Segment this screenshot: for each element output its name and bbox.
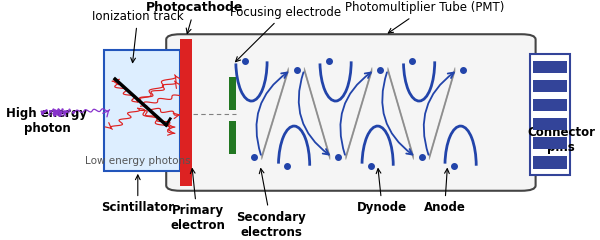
Text: Primary
electron: Primary electron (170, 169, 225, 232)
Bar (180, 39, 193, 186)
Bar (533, 80, 567, 92)
Text: Low energy photons: Low energy photons (85, 156, 191, 166)
Bar (104, 50, 181, 171)
Bar (533, 156, 567, 168)
Text: Anode: Anode (424, 169, 466, 214)
Text: Secondary
electrons: Secondary electrons (236, 169, 306, 239)
Text: Photomultiplier Tube (PMT): Photomultiplier Tube (PMT) (345, 1, 505, 33)
Bar (530, 54, 569, 175)
Bar (229, 77, 236, 154)
Text: Ionization track: Ionization track (92, 10, 184, 63)
Bar (533, 118, 567, 130)
Bar (533, 99, 567, 111)
Bar (533, 137, 567, 150)
Text: Photocathode: Photocathode (146, 1, 244, 34)
Text: High energy
photon: High energy photon (7, 107, 88, 135)
Text: Dynode: Dynode (357, 169, 407, 214)
Bar (229, 110, 236, 121)
Bar (533, 61, 567, 73)
Text: Connector
pins: Connector pins (527, 126, 595, 154)
FancyBboxPatch shape (166, 34, 536, 191)
Text: Focusing electrode: Focusing electrode (230, 6, 341, 62)
Text: Scintillator: Scintillator (101, 175, 175, 214)
